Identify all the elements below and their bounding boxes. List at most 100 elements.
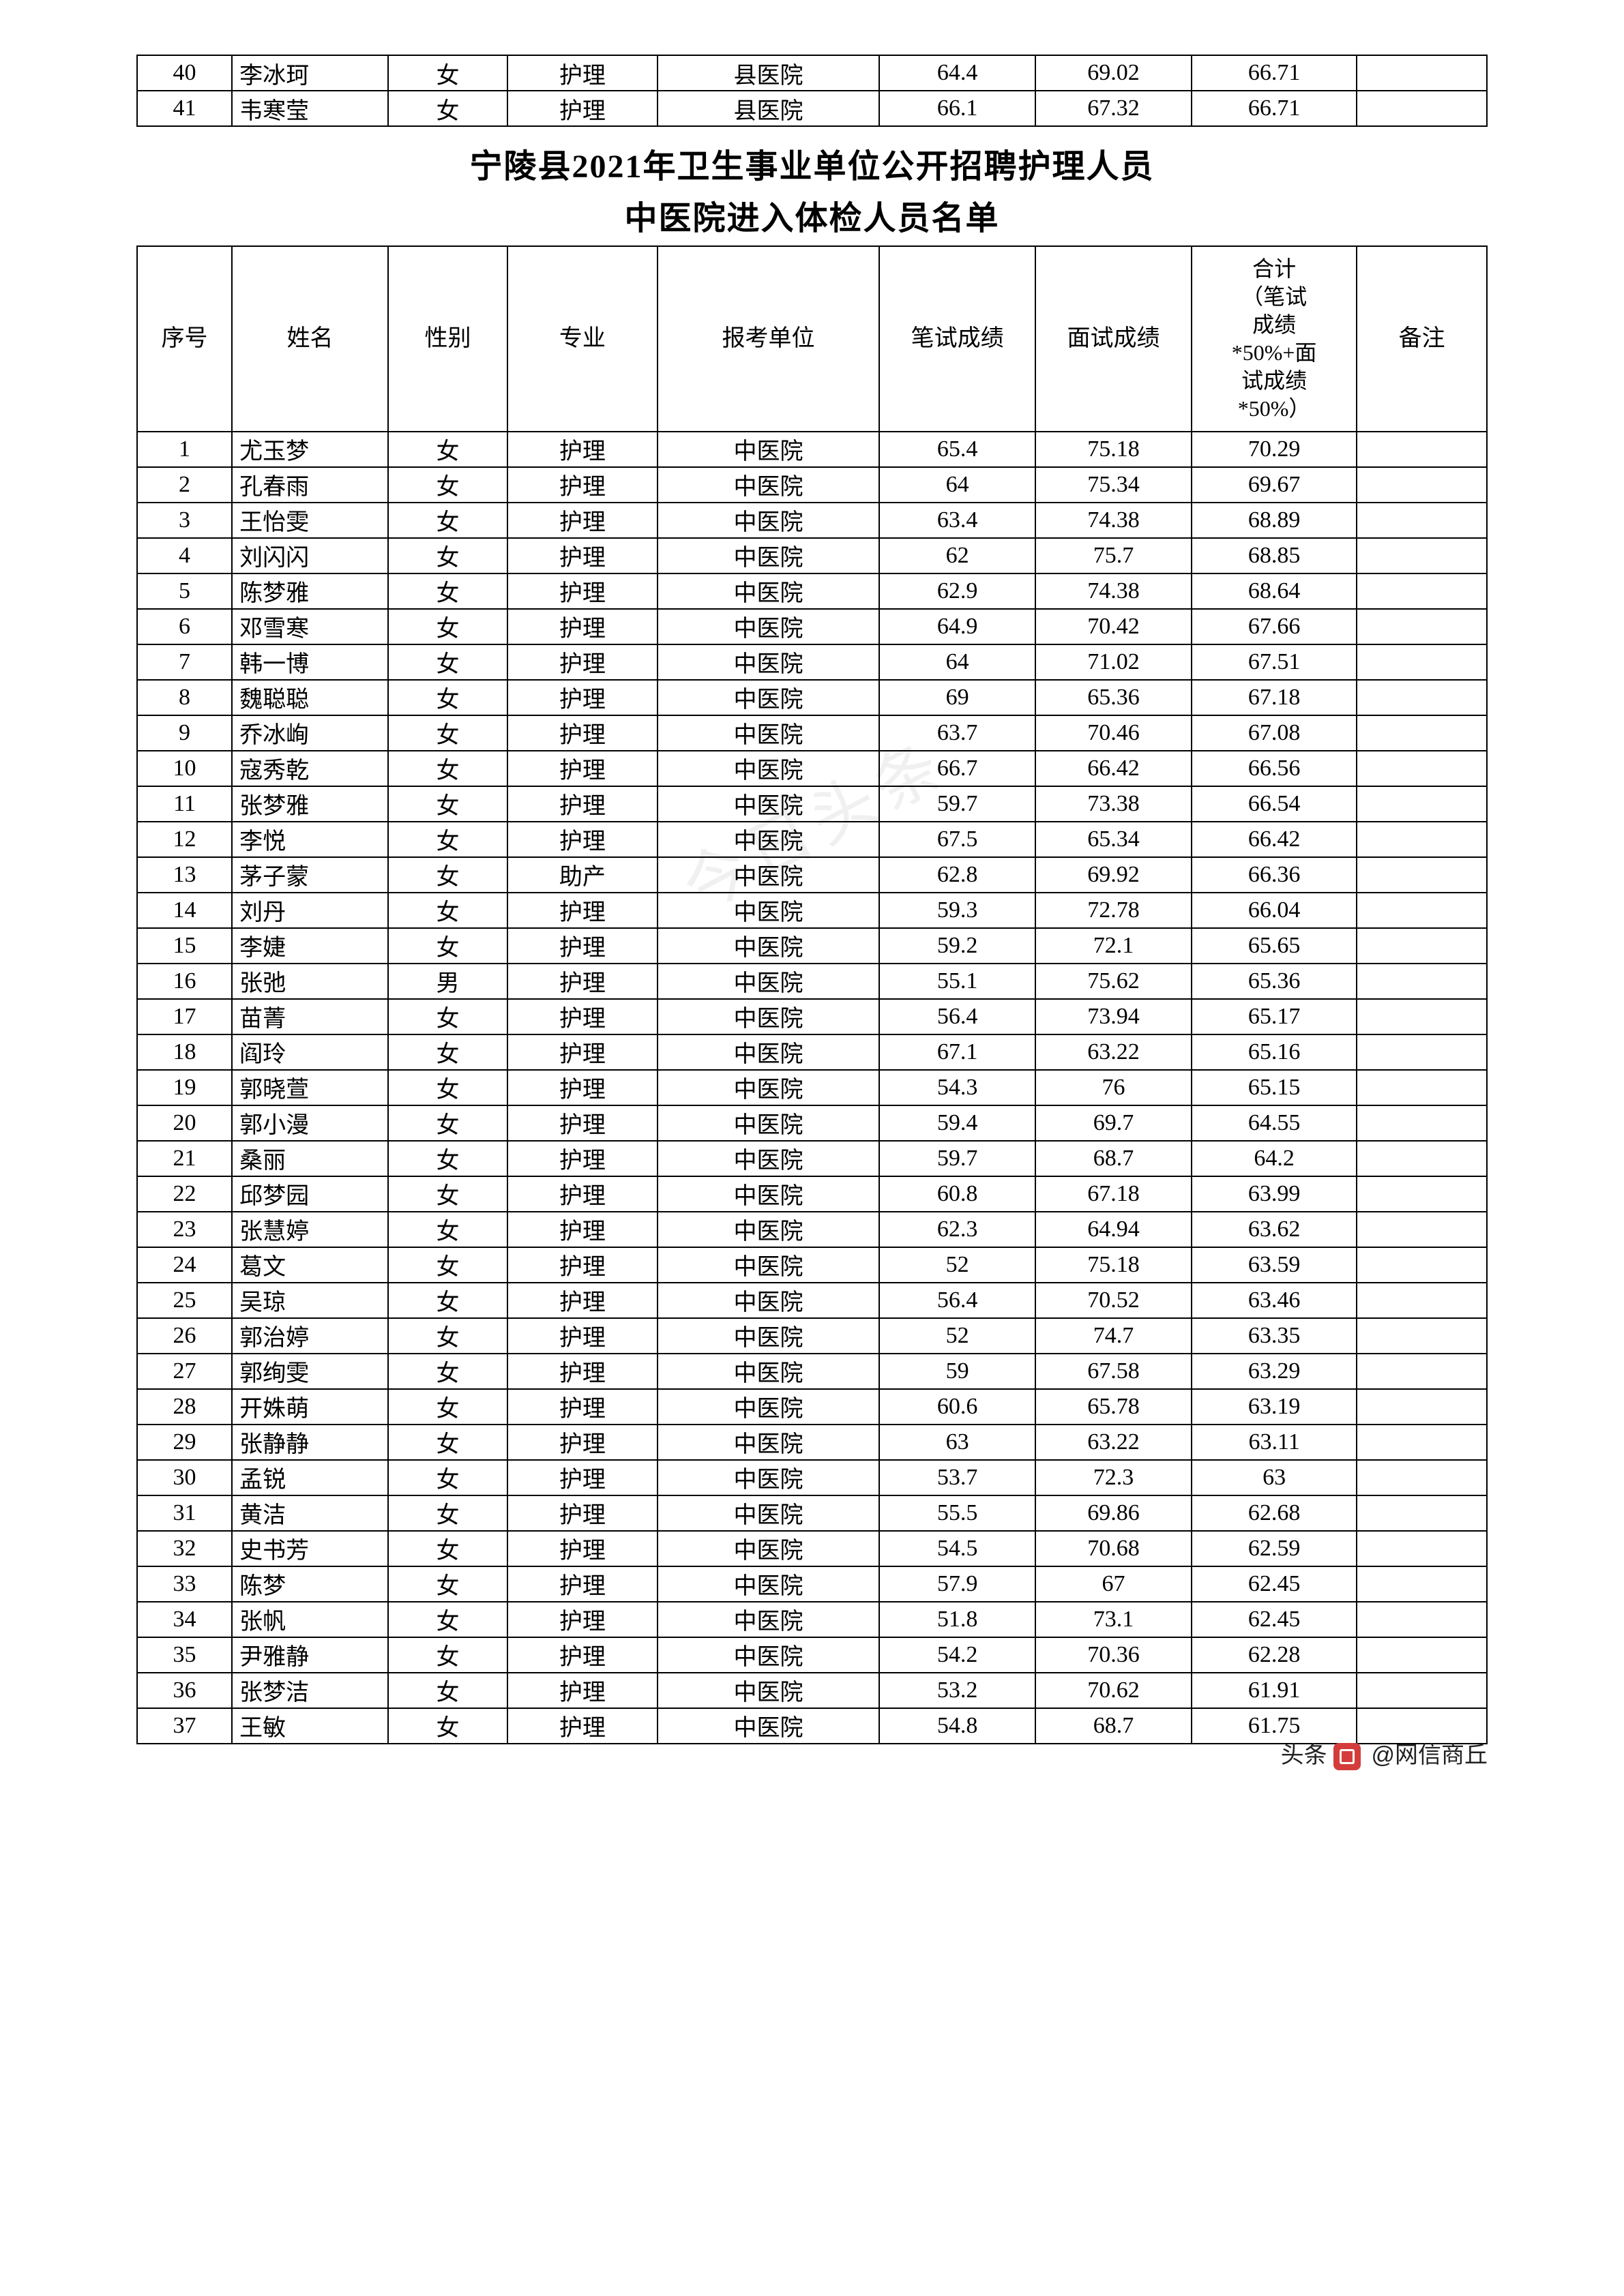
table-row: 25吴琼女护理中医院56.470.5263.46 <box>137 1283 1487 1318</box>
cell-interview-score: 74.38 <box>1035 573 1192 609</box>
cell-gender: 女 <box>388 538 507 573</box>
cell-remark <box>1357 1141 1487 1176</box>
cell-interview-score: 72.78 <box>1035 893 1192 928</box>
cell-major: 护理 <box>507 1212 658 1247</box>
cell-total-score: 64.2 <box>1192 1141 1357 1176</box>
cell-name: 张梦洁 <box>232 1673 388 1708</box>
cell-unit: 中医院 <box>658 822 879 857</box>
cell-major: 护理 <box>507 91 658 126</box>
cell-gender: 女 <box>388 573 507 609</box>
cell-total-score: 66.54 <box>1192 786 1357 822</box>
cell-name: 李悦 <box>232 822 388 857</box>
table-row: 8魏聪聪女护理中医院6965.3667.18 <box>137 680 1487 715</box>
cell-written-score: 54.8 <box>879 1708 1035 1744</box>
cell-major: 护理 <box>507 1566 658 1602</box>
cell-remark <box>1357 857 1487 893</box>
footer-prefix: 头条 <box>1281 1742 1327 1768</box>
cell-gender: 女 <box>388 999 507 1034</box>
table-row: 35尹雅静女护理中医院54.270.3662.28 <box>137 1637 1487 1673</box>
cell-remark <box>1357 964 1487 999</box>
cell-total-score: 63.62 <box>1192 1212 1357 1247</box>
table-row: 10寇秀乾女护理中医院66.766.4266.56 <box>137 751 1487 786</box>
cell-seq: 35 <box>137 1637 232 1673</box>
cell-name: 陈梦雅 <box>232 573 388 609</box>
cell-unit: 中医院 <box>658 1673 879 1708</box>
cell-total-score: 63.35 <box>1192 1318 1357 1354</box>
cell-gender: 女 <box>388 1602 507 1637</box>
cell-total-score: 63.11 <box>1192 1425 1357 1460</box>
cell-written-score: 59.2 <box>879 928 1035 964</box>
cell-remark <box>1357 1070 1487 1105</box>
table-row: 6邓雪寒女护理中医院64.970.4267.66 <box>137 609 1487 644</box>
cell-name: 张静静 <box>232 1425 388 1460</box>
cell-seq: 13 <box>137 857 232 893</box>
cell-remark <box>1357 1247 1487 1283</box>
cell-major: 护理 <box>507 1141 658 1176</box>
cell-seq: 25 <box>137 1283 232 1318</box>
cell-seq: 40 <box>137 55 232 91</box>
cell-seq: 30 <box>137 1460 232 1495</box>
table-row: 13茅子蒙女助产中医院62.869.9266.36 <box>137 857 1487 893</box>
table-row: 22邱梦园女护理中医院60.867.1863.99 <box>137 1176 1487 1212</box>
cell-unit: 中医院 <box>658 1708 879 1744</box>
cell-gender: 女 <box>388 55 507 91</box>
cell-remark <box>1357 1389 1487 1425</box>
cell-interview-score: 75.18 <box>1035 1247 1192 1283</box>
cell-gender: 女 <box>388 91 507 126</box>
cell-unit: 中医院 <box>658 432 879 467</box>
cell-seq: 2 <box>137 467 232 503</box>
cell-total-score: 63.19 <box>1192 1389 1357 1425</box>
cell-remark <box>1357 573 1487 609</box>
cell-major: 护理 <box>507 55 658 91</box>
table-row: 2孔春雨女护理中医院6475.3469.67 <box>137 467 1487 503</box>
cell-unit: 中医院 <box>658 1034 879 1070</box>
cell-seq: 12 <box>137 822 232 857</box>
cell-gender: 女 <box>388 1460 507 1495</box>
cell-total-score: 63.99 <box>1192 1176 1357 1212</box>
cell-major: 护理 <box>507 964 658 999</box>
cell-name: 苗菁 <box>232 999 388 1034</box>
cell-written-score: 59.7 <box>879 786 1035 822</box>
header-name: 姓名 <box>232 246 388 432</box>
cell-written-score: 64.4 <box>879 55 1035 91</box>
cell-total-score: 64.55 <box>1192 1105 1357 1141</box>
cell-seq: 22 <box>137 1176 232 1212</box>
cell-written-score: 57.9 <box>879 1566 1035 1602</box>
cell-name: 邱梦园 <box>232 1176 388 1212</box>
cell-unit: 中医院 <box>658 1318 879 1354</box>
cell-written-score: 60.6 <box>879 1389 1035 1425</box>
cell-remark <box>1357 1566 1487 1602</box>
cell-written-score: 54.5 <box>879 1531 1035 1566</box>
cell-unit: 中医院 <box>658 999 879 1034</box>
cell-remark <box>1357 786 1487 822</box>
cell-interview-score: 67.58 <box>1035 1354 1192 1389</box>
cell-remark <box>1357 1460 1487 1495</box>
cell-major: 护理 <box>507 1389 658 1425</box>
header-major: 专业 <box>507 246 658 432</box>
cell-remark <box>1357 1673 1487 1708</box>
cell-written-score: 59.3 <box>879 893 1035 928</box>
cell-seq: 3 <box>137 503 232 538</box>
cell-seq: 6 <box>137 609 232 644</box>
header-seq: 序号 <box>137 246 232 432</box>
cell-remark <box>1357 91 1487 126</box>
cell-name: 张弛 <box>232 964 388 999</box>
cell-total-score: 63.29 <box>1192 1354 1357 1389</box>
header-unit: 报考单位 <box>658 246 879 432</box>
cell-interview-score: 75.34 <box>1035 467 1192 503</box>
cell-major: 护理 <box>507 1637 658 1673</box>
cell-written-score: 56.4 <box>879 999 1035 1034</box>
cell-name: 孟锐 <box>232 1460 388 1495</box>
cell-major: 护理 <box>507 1354 658 1389</box>
cell-written-score: 62 <box>879 538 1035 573</box>
cell-written-score: 52 <box>879 1318 1035 1354</box>
cell-total-score: 63.59 <box>1192 1247 1357 1283</box>
cell-name: 史书芳 <box>232 1531 388 1566</box>
cell-remark <box>1357 715 1487 751</box>
table-row: 1尤玉梦女护理中医院65.475.1870.29 <box>137 432 1487 467</box>
cell-remark <box>1357 1425 1487 1460</box>
cell-seq: 37 <box>137 1708 232 1744</box>
cell-major: 护理 <box>507 1673 658 1708</box>
cell-remark <box>1357 1105 1487 1141</box>
table-row: 4刘闪闪女护理中医院6275.768.85 <box>137 538 1487 573</box>
